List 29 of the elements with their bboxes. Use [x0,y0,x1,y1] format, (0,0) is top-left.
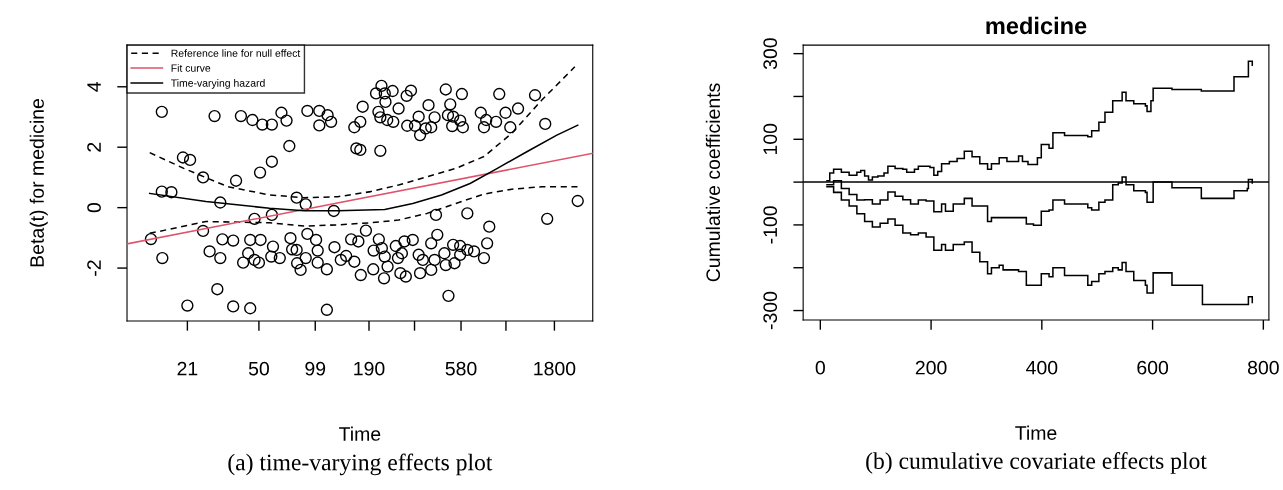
legend-label: Reference line for null effect [171,49,301,57]
x-tick-label: 21 [177,361,198,376]
x-tick-label: 50 [248,361,269,376]
x-tick-label: 580 [445,361,477,376]
chart-title: medicine [986,16,1087,35]
x-tick-label: 600 [1137,360,1169,375]
text: (a) time-varying effects plot [228,453,493,476]
text: (b) cumulative covariate effects plot [866,452,1207,474]
x-axis-title: Time [339,426,381,441]
y-axis-title: Beta(t) for medicine [29,99,48,267]
y-tick-label: 0 [87,202,101,213]
y-tick-label: 300 [763,38,778,70]
legend-label: Fit curve [171,64,211,72]
x-tick-label: 99 [305,361,326,376]
x-tick-label: 400 [1026,360,1058,375]
x-tick-label: 0 [815,360,825,375]
y-tick-label: -100 [763,206,778,244]
x-tick-label: 1800 [534,361,576,376]
y-axis-title: Cumulative coefficients [705,83,721,282]
x-tick-label: 200 [915,360,947,375]
y-tick-label: 100 [763,123,778,155]
x-axis-title: Time [1015,425,1057,440]
y-tick-label: -2 [87,260,101,276]
y-tick-label: 4 [87,81,101,92]
y-tick-label: 2 [87,142,101,152]
y-tick-label: -300 [763,291,778,330]
legend-label: Time-varying hazard [171,79,265,89]
x-tick-label: 190 [354,361,385,376]
x-tick-label: 800 [1247,360,1279,375]
